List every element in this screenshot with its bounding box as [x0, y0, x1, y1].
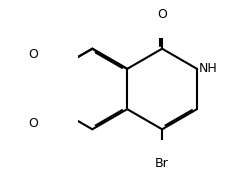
- Text: Br: Br: [155, 157, 168, 170]
- Text: O: O: [28, 48, 38, 61]
- Text: NH: NH: [198, 62, 217, 75]
- Text: O: O: [28, 117, 38, 130]
- Text: O: O: [156, 8, 166, 21]
